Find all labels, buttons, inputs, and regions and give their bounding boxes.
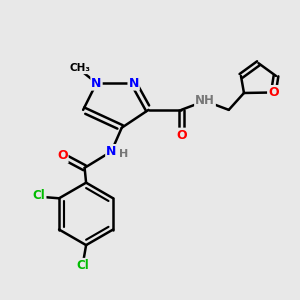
Text: N: N: [91, 76, 102, 90]
Text: NH: NH: [195, 94, 215, 107]
Text: N: N: [106, 145, 116, 158]
Text: H: H: [119, 149, 128, 159]
Text: Cl: Cl: [33, 189, 46, 202]
Text: O: O: [57, 149, 68, 162]
Text: O: O: [176, 129, 187, 142]
Text: Cl: Cl: [77, 259, 89, 272]
Text: CH₃: CH₃: [69, 63, 90, 73]
Text: N: N: [128, 76, 139, 90]
Text: O: O: [268, 86, 279, 99]
